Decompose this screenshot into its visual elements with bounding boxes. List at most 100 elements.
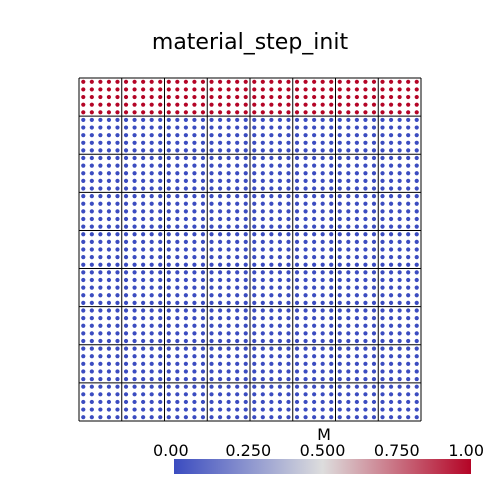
data-point	[89, 148, 94, 153]
data-point	[414, 392, 419, 397]
data-point	[286, 110, 291, 115]
data-point	[252, 110, 257, 115]
data-point	[175, 117, 180, 123]
data-point	[183, 262, 188, 267]
data-point	[354, 117, 359, 123]
data-point	[380, 94, 385, 100]
data-point	[200, 407, 206, 412]
data-point	[115, 148, 120, 153]
data-point	[89, 186, 94, 191]
data-point	[346, 308, 351, 313]
data-point	[363, 133, 368, 138]
data-point	[149, 79, 154, 84]
data-point	[243, 133, 248, 138]
data-point	[89, 224, 94, 229]
data-point	[89, 384, 94, 389]
data-point	[243, 178, 248, 183]
data-point	[89, 102, 94, 107]
data-point	[252, 79, 257, 84]
data-point	[388, 323, 394, 328]
data-point	[252, 133, 257, 138]
data-point	[388, 270, 394, 275]
data-point	[141, 125, 146, 130]
data-point	[329, 293, 334, 298]
data-point	[252, 186, 257, 191]
data-point	[217, 308, 223, 313]
data-point	[303, 407, 308, 412]
data-point	[98, 155, 103, 161]
data-point	[303, 239, 308, 244]
data-point	[354, 369, 359, 374]
data-point	[166, 293, 171, 298]
data-point	[303, 224, 308, 229]
data-point	[217, 354, 223, 359]
data-point	[363, 94, 368, 100]
data-point	[192, 125, 197, 130]
data-point	[226, 361, 231, 366]
data-point	[226, 102, 231, 107]
data-point	[98, 255, 103, 260]
data-point	[260, 216, 265, 222]
data-point	[260, 354, 265, 359]
data-point	[141, 239, 146, 244]
data-point	[406, 155, 411, 161]
data-point	[294, 94, 300, 100]
data-point	[329, 201, 334, 206]
data-point	[166, 155, 171, 161]
mesh-cell	[123, 117, 163, 153]
mesh-cell	[252, 194, 291, 229]
data-point	[260, 117, 265, 123]
data-point	[354, 376, 359, 382]
data-point	[269, 133, 274, 138]
data-point	[166, 163, 171, 168]
data-point	[158, 354, 163, 359]
data-point	[363, 407, 368, 412]
mesh-cell	[380, 308, 419, 344]
data-point	[252, 125, 257, 130]
data-point	[260, 361, 265, 366]
data-point	[354, 163, 359, 168]
data-point	[217, 224, 223, 229]
data-point	[183, 331, 188, 336]
mesh-cell	[252, 155, 291, 191]
data-point	[363, 247, 368, 252]
data-point	[141, 361, 146, 366]
data-point	[89, 354, 94, 359]
data-point	[141, 262, 146, 267]
data-point	[115, 262, 120, 267]
data-point	[337, 186, 342, 191]
data-point	[329, 338, 334, 344]
data-point	[269, 201, 274, 206]
data-point	[371, 346, 377, 351]
data-point	[269, 247, 274, 252]
data-point	[98, 148, 103, 153]
data-point	[217, 163, 223, 168]
data-point	[286, 323, 291, 328]
data-point	[286, 247, 291, 252]
data-point	[89, 110, 94, 115]
data-point	[141, 216, 146, 222]
data-point	[371, 262, 377, 267]
data-point	[397, 148, 402, 153]
data-point	[115, 255, 120, 260]
data-point	[414, 316, 419, 321]
data-point	[337, 277, 342, 283]
mesh-cell	[380, 346, 419, 382]
data-point	[98, 415, 103, 420]
data-point	[132, 361, 137, 366]
data-point	[363, 384, 368, 389]
data-point	[81, 384, 86, 389]
data-point	[269, 285, 274, 290]
data-point	[354, 384, 359, 389]
mesh-cell	[337, 194, 377, 229]
data-point	[166, 331, 171, 336]
data-point	[106, 148, 112, 153]
data-point	[183, 201, 188, 206]
data-point	[260, 87, 265, 92]
data-point	[346, 285, 351, 290]
data-point	[346, 331, 351, 336]
data-point	[166, 361, 171, 366]
data-point	[354, 399, 359, 405]
data-point	[98, 316, 103, 321]
data-point	[98, 171, 103, 176]
